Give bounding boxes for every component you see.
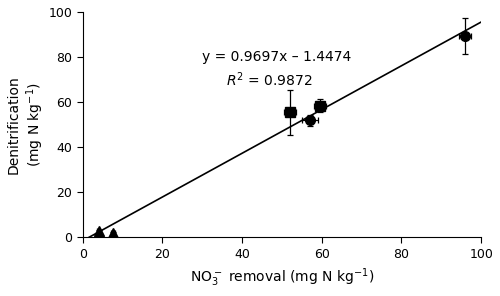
Y-axis label: Denitrification
(mg N kg$^{-1}$): Denitrification (mg N kg$^{-1}$): [7, 75, 46, 174]
X-axis label: NO$_3^-$ removal (mg N kg$^{-1}$): NO$_3^-$ removal (mg N kg$^{-1}$): [190, 266, 374, 289]
Text: $R^2$ = 0.9872: $R^2$ = 0.9872: [226, 70, 313, 89]
Text: y = 0.9697x – 1.4474: y = 0.9697x – 1.4474: [202, 50, 352, 64]
